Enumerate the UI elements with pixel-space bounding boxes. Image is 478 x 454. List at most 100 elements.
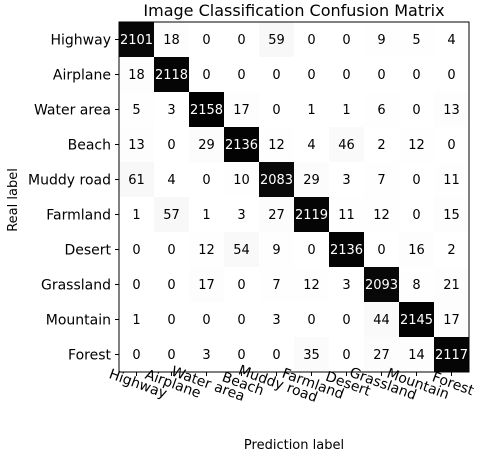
heatmap-cell xyxy=(399,232,434,267)
heatmap-cell xyxy=(189,22,224,57)
plot-frame xyxy=(118,21,470,373)
heatmap-cell xyxy=(434,337,469,372)
heatmap-cell xyxy=(189,267,224,302)
cell-value-label: 12 xyxy=(198,243,215,258)
cell-value-label: 8 xyxy=(412,278,420,293)
cell-value-label: 29 xyxy=(303,173,320,188)
heatmap-cell xyxy=(259,197,294,232)
heatmap-cell xyxy=(434,302,469,337)
heatmap-cell xyxy=(154,127,189,162)
cell-value-label: 0 xyxy=(272,68,280,83)
cell-value-label: 5 xyxy=(132,103,140,118)
cell-value-label: 0 xyxy=(167,313,175,328)
cell-value-label: 0 xyxy=(202,33,210,48)
cell-value-label: 61 xyxy=(128,173,145,188)
y-tick-label: Beach xyxy=(68,138,111,154)
cell-value-label: 59 xyxy=(268,33,285,48)
cell-value-label: 4 xyxy=(167,173,175,188)
heatmap-cell xyxy=(399,127,434,162)
heatmap-cells: 2101 18 0 0 59 0 0 9 5 418 2118 0 0 0 0 0 0 0 05 3 2158 17 0 1 1… xyxy=(119,22,469,372)
heatmap-cell xyxy=(329,302,364,337)
heatmap-cell xyxy=(259,267,294,302)
heatmap-cell xyxy=(224,337,259,372)
heatmap-cell xyxy=(294,57,329,92)
cell-value-label: 0 xyxy=(237,278,245,293)
cell-value-label: 2101 xyxy=(120,33,153,48)
cell-value-label: 0 xyxy=(167,348,175,363)
heatmap-cell xyxy=(294,197,329,232)
cell-value-label: 0 xyxy=(412,103,420,118)
heatmap-cell xyxy=(154,57,189,92)
cell-value-label: 15 xyxy=(443,208,460,223)
heatmap-cell xyxy=(154,22,189,57)
cell-value-label: 12 xyxy=(303,278,320,293)
heatmap-cell xyxy=(329,57,364,92)
heatmap-cell xyxy=(154,302,189,337)
chart-title: Image Classification Confusion Matrix xyxy=(143,1,444,20)
x-axis-label: Prediction label xyxy=(244,438,344,453)
cell-value-label: 18 xyxy=(163,33,180,48)
cell-value-label: 4 xyxy=(447,33,455,48)
cell-value-label: 0 xyxy=(237,33,245,48)
cell-value-label: 2158 xyxy=(190,103,223,118)
cell-value-label: 27 xyxy=(268,208,285,223)
cell-value-label: 2 xyxy=(447,243,455,258)
heatmap-cell xyxy=(119,232,154,267)
cell-value-label: 1 xyxy=(132,208,140,223)
cell-value-label: 2093 xyxy=(365,278,398,293)
heatmap-cell xyxy=(189,162,224,197)
heatmap-cell xyxy=(154,232,189,267)
cell-value-label: 46 xyxy=(338,138,355,153)
y-tick-label: Mountain xyxy=(46,313,111,329)
cell-value-label: 3 xyxy=(342,278,350,293)
cell-value-label: 1 xyxy=(342,103,350,118)
heatmap-cell xyxy=(329,267,364,302)
heatmap-cell xyxy=(399,57,434,92)
cell-value-label: 35 xyxy=(303,348,320,363)
cell-value-label: 6 xyxy=(377,103,385,118)
heatmap-cell xyxy=(364,92,399,127)
heatmap-cell xyxy=(154,337,189,372)
heatmap-cell xyxy=(399,162,434,197)
cell-value-label: 0 xyxy=(132,278,140,293)
heatmap-cell xyxy=(434,22,469,57)
heatmap-cell xyxy=(364,302,399,337)
heatmap-cell xyxy=(434,127,469,162)
cell-value-label: 7 xyxy=(272,278,280,293)
heatmap-cell xyxy=(189,197,224,232)
cell-value-label: 12 xyxy=(373,208,390,223)
heatmap-cell xyxy=(329,162,364,197)
heatmap-cell xyxy=(154,267,189,302)
heatmap-cell xyxy=(399,267,434,302)
heatmap-cell xyxy=(259,92,294,127)
heatmap-cell xyxy=(364,22,399,57)
heatmap-cell xyxy=(119,302,154,337)
heatmap-cell xyxy=(154,197,189,232)
heatmap-cell xyxy=(434,232,469,267)
cell-value-label: 0 xyxy=(342,33,350,48)
y-tick-label: Muddy road xyxy=(28,173,111,189)
heatmap-cell xyxy=(224,162,259,197)
y-tick-label: Forest xyxy=(68,348,111,364)
heatmap-cell xyxy=(224,267,259,302)
heatmap-cell xyxy=(294,127,329,162)
cell-value-label: 0 xyxy=(307,33,315,48)
heatmap-cell xyxy=(189,337,224,372)
cell-value-label: 1 xyxy=(202,208,210,223)
cell-value-label: 0 xyxy=(132,348,140,363)
y-axis-ticks: Highway Airplane Water area Beach Muddy road… xyxy=(28,33,119,364)
heatmap-cell xyxy=(294,337,329,372)
heatmap-cell xyxy=(434,57,469,92)
heatmap-cell xyxy=(434,197,469,232)
heatmap-cell xyxy=(189,57,224,92)
heatmap-cell xyxy=(119,267,154,302)
cell-value-label: 21 xyxy=(443,278,460,293)
y-tick-label: Water area xyxy=(34,103,111,119)
cell-value-label: 0 xyxy=(307,243,315,258)
heatmap-cell xyxy=(329,127,364,162)
cell-value-label: 0 xyxy=(202,68,210,83)
cell-value-label: 12 xyxy=(408,138,425,153)
heatmap-cell xyxy=(224,57,259,92)
cell-value-label: 2136 xyxy=(330,243,363,258)
